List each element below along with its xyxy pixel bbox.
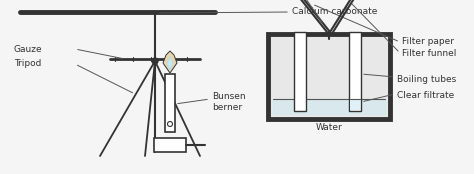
Text: Tripod: Tripod	[14, 60, 41, 69]
Polygon shape	[167, 57, 173, 70]
Bar	[268, 34, 390, 119]
Text: Gauze: Gauze	[14, 45, 43, 53]
Circle shape	[167, 121, 173, 126]
Text: Calcium carbonate: Calcium carbonate	[292, 7, 377, 17]
Bar	[165, 74, 175, 132]
Circle shape	[152, 58, 158, 64]
Text: Bunsen
berner: Bunsen berner	[212, 92, 246, 112]
Bar	[294, 32, 306, 111]
Bar	[154, 138, 186, 152]
Text: Filter paper: Filter paper	[402, 38, 454, 46]
Bar	[349, 32, 361, 111]
Polygon shape	[163, 51, 177, 73]
Text: Filter funnel: Filter funnel	[402, 49, 456, 57]
Bar	[350, 99, 360, 110]
Text: Water: Water	[316, 124, 342, 132]
Text: Boiling tubes: Boiling tubes	[397, 74, 456, 84]
Text: Clear filtrate: Clear filtrate	[397, 92, 454, 101]
